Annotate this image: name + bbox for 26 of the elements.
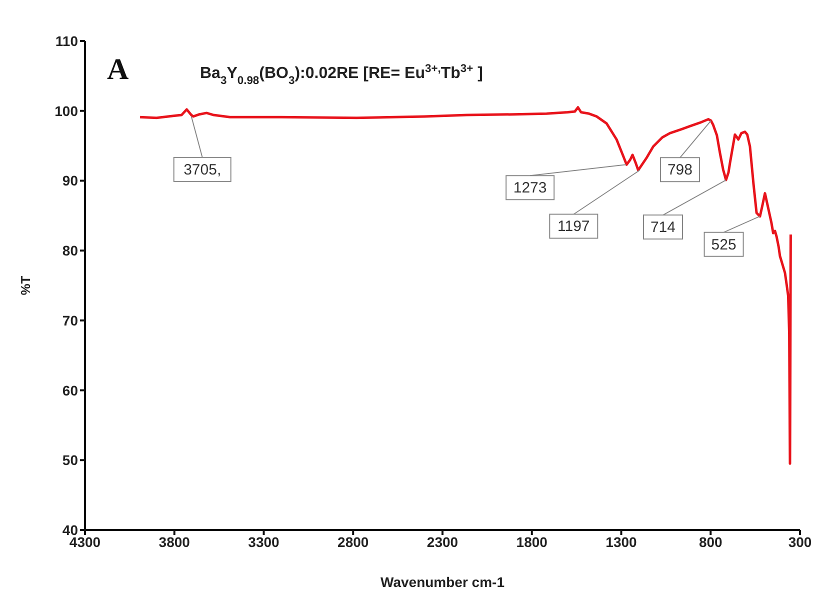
- x-tick-label: 1800: [516, 534, 548, 550]
- annotation: 525: [711, 236, 736, 254]
- x-tick-label: 3300: [248, 534, 280, 550]
- y-tick-label: 80: [62, 242, 78, 259]
- y-axis-title: %T: [18, 276, 33, 296]
- chart-title: Ba$_{3}$Y$_{0.98}$(BO$_{3}$):0.02RE [RE= Eu$^{3+,}$Tb$^{3+}$ ]: [200, 63, 483, 87]
- x-tick-label: 2300: [426, 534, 458, 550]
- annotation: 3705,: [184, 161, 222, 178]
- annotation: 798: [667, 162, 692, 179]
- y-tick-label: 110: [55, 32, 78, 49]
- annotation: 714: [650, 219, 676, 236]
- x-tick-label: 3800: [158, 534, 190, 550]
- x-axis-title: Wavenumber cm-1: [380, 574, 505, 590]
- y-tick-label: 70: [62, 312, 78, 328]
- x-tick-label: 800: [698, 534, 723, 550]
- y-tick-label: 90: [62, 172, 78, 189]
- y-tick-label: 60: [62, 382, 78, 398]
- annotation: 1273: [513, 180, 547, 197]
- y-tick-label: 50: [62, 452, 78, 468]
- line-series: [138, 106, 792, 465]
- x-tick-label: 2800: [338, 534, 369, 550]
- annotation: A: [107, 53, 129, 86]
- x-tick-label: 300: [788, 534, 812, 550]
- annotation: 1197: [558, 218, 590, 236]
- y-tick-label: 100: [54, 102, 78, 119]
- x-tick-label: 1300: [606, 534, 638, 550]
